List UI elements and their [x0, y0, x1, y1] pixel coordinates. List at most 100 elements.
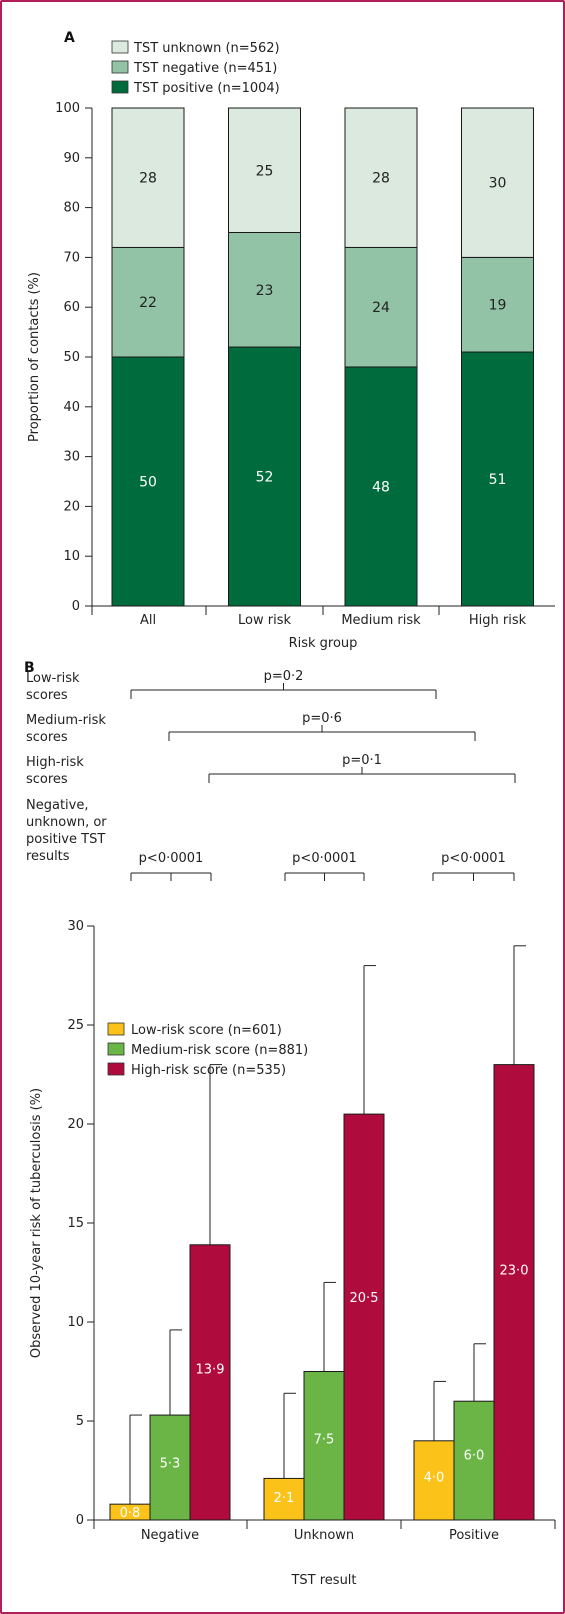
y-tick-label-a: 60 [63, 300, 80, 315]
panel-a-label: A [64, 30, 75, 46]
legend-label-b: Low-risk score (n=601) [131, 1023, 282, 1038]
bar-a-segment [344, 246, 418, 368]
y-axis-label-a: Proportion of contacts (%) [27, 272, 42, 442]
y-tick-label-b: 20 [67, 1117, 84, 1132]
data-label-b: 5·3 [160, 1456, 181, 1471]
bar-a-segment [228, 232, 301, 348]
data-label-a: 30 [489, 176, 507, 192]
comparison-label: positive TST [26, 832, 105, 847]
y-axis-label-b: Observed 10-year risk of tuberculosis (%… [29, 1088, 44, 1358]
y-tick-label-b: 25 [67, 1018, 84, 1033]
data-label-a: 52 [256, 470, 274, 486]
bar-b [453, 1400, 495, 1521]
legend-label-a: TST positive (n=1004) [133, 81, 280, 96]
data-label-b: 0·8 [120, 1506, 141, 1521]
y-tick-label-a: 50 [63, 350, 80, 365]
data-label-b: 20·5 [350, 1291, 379, 1306]
data-label-a: 19 [489, 298, 507, 314]
comparison-label: Low-risk [26, 671, 80, 686]
x-tick-label-a: Low risk [238, 613, 291, 628]
bar-b [303, 1371, 345, 1521]
legend-swatch-a [111, 80, 129, 94]
x-tick-label-b: Unknown [294, 1528, 354, 1543]
y-tick-label-b: 30 [67, 919, 84, 934]
data-label-a: 51 [489, 472, 507, 488]
y-tick-label-a: 70 [63, 250, 80, 265]
y-tick-label-b: 10 [67, 1315, 84, 1330]
data-label-a: 22 [139, 295, 157, 311]
bar-b [189, 1244, 231, 1521]
legend-swatch-a [111, 60, 129, 74]
bar-a-segment [344, 366, 418, 607]
data-label-a: 23 [256, 283, 274, 299]
data-label-a: 24 [372, 300, 390, 316]
comparison-label: High-risk [26, 755, 84, 770]
data-label-a: 25 [256, 163, 274, 179]
data-label-b: 6·0 [464, 1449, 485, 1464]
legend-swatch-b [107, 1042, 125, 1056]
comparison-label: Negative, [26, 798, 88, 813]
y-tick-label-b: 0 [76, 1513, 84, 1528]
bar-b [343, 1113, 385, 1521]
data-label-b: 13·9 [196, 1363, 225, 1378]
bar-a-segment [461, 351, 534, 607]
y-tick-label-a: 80 [63, 201, 80, 216]
data-label-a: 48 [372, 479, 390, 495]
comparison-label: scores [26, 688, 68, 703]
y-tick-label-a: 100 [55, 101, 80, 116]
p-value: p=0·6 [302, 711, 342, 726]
bar-a-segment [228, 346, 301, 607]
panel-b-label: B [24, 660, 35, 676]
legend-swatch-b [107, 1062, 125, 1076]
p-value: p<0·0001 [139, 851, 204, 866]
y-tick-label-a: 0 [72, 599, 80, 614]
y-tick-label-a: 20 [63, 499, 80, 514]
x-tick-label-a: High risk [469, 613, 527, 628]
legend-label-b: Medium-risk score (n=881) [131, 1043, 308, 1058]
bar-b [149, 1414, 191, 1521]
x-tick-label-a: All [140, 613, 156, 628]
comparison-label: scores [26, 772, 68, 787]
p-value: p=0·1 [342, 753, 382, 768]
bar-a-segment [111, 107, 185, 248]
comparison-label: unknown, or [26, 815, 107, 830]
x-tick-label-a: Medium risk [341, 613, 421, 628]
bar-b [413, 1440, 455, 1521]
y-tick-label-a: 90 [63, 151, 80, 166]
legend-label-a: TST negative (n=451) [133, 61, 277, 76]
p-value: p=0·2 [264, 669, 304, 684]
legend-label-a: TST unknown (n=562) [133, 41, 280, 56]
comparison-label: results [26, 849, 70, 864]
comparison-label: scores [26, 730, 68, 745]
data-label-a: 50 [139, 475, 157, 491]
bar-a-segment [111, 246, 185, 358]
comparison-label: Medium-risk [26, 713, 106, 728]
bar-a-segment [111, 356, 185, 607]
data-label-b: 2·1 [274, 1491, 295, 1506]
data-label-b: 4·0 [424, 1470, 445, 1485]
y-tick-label-b: 15 [67, 1216, 84, 1231]
legend-swatch-a [111, 40, 129, 54]
y-tick-label-a: 40 [63, 400, 80, 415]
x-axis-label-a: Risk group [289, 636, 358, 651]
y-tick-label-a: 30 [63, 450, 80, 465]
p-value: p<0·0001 [292, 851, 357, 866]
legend-swatch-b [107, 1022, 125, 1036]
data-label-b: 7·5 [314, 1432, 335, 1447]
data-label-b: 23·0 [500, 1264, 529, 1279]
bar-a-segment [344, 107, 418, 248]
p-value: p<0·0001 [441, 851, 506, 866]
x-tick-label-b: Negative [141, 1528, 199, 1543]
data-label-a: 28 [139, 171, 157, 187]
bar-a-segment [228, 107, 301, 233]
bar-b [493, 1064, 535, 1521]
legend-label-b: High-risk score (n=535) [131, 1063, 286, 1078]
data-label-a: 28 [372, 171, 390, 187]
x-axis-label-b: TST result [290, 1573, 356, 1588]
y-tick-label-a: 10 [63, 549, 80, 564]
bar-b [263, 1477, 305, 1521]
x-tick-label-b: Positive [449, 1528, 499, 1543]
bar-a-segment [461, 256, 534, 353]
